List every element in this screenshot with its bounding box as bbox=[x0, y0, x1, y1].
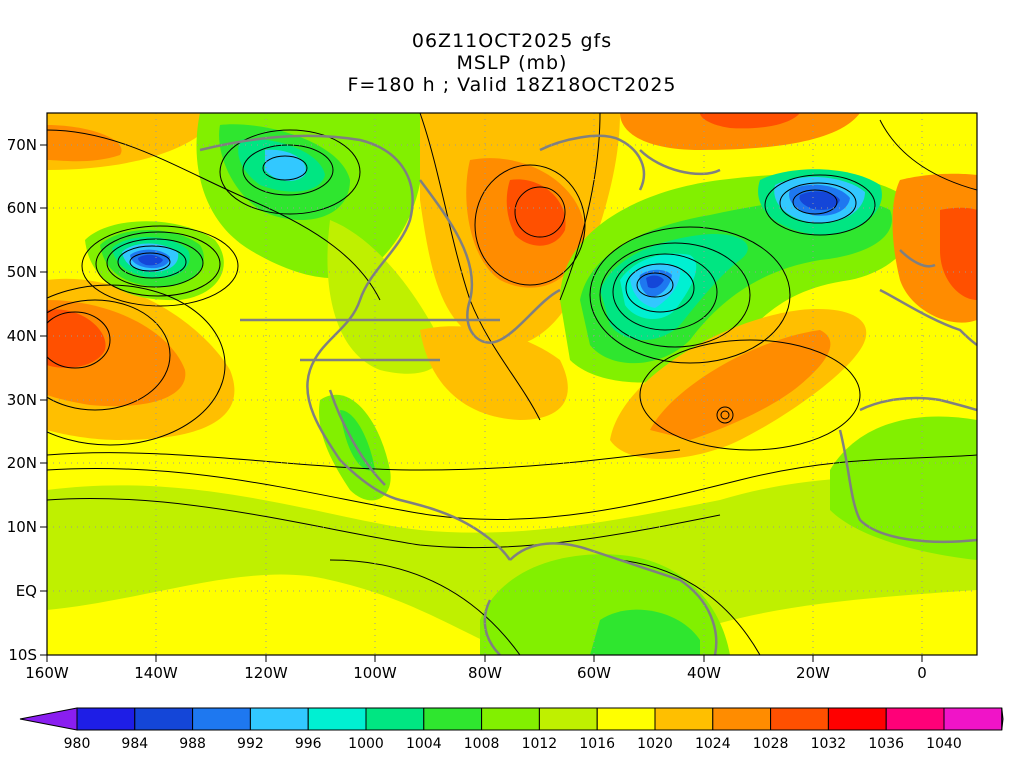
lon-label: 140W bbox=[134, 664, 178, 682]
colorbar-label: 1012 bbox=[522, 736, 558, 752]
colorbar-swatch bbox=[307, 707, 367, 731]
colorbar-label: 1016 bbox=[579, 736, 615, 752]
lat-label: 30N bbox=[7, 391, 37, 409]
colorbar-swatch bbox=[712, 707, 772, 731]
lat-label: 70N bbox=[7, 136, 37, 154]
colorbar-label: 1032 bbox=[811, 736, 847, 752]
lat-label: 40N bbox=[7, 327, 37, 345]
colorbar-label: 1036 bbox=[868, 736, 904, 752]
lat-label: 60N bbox=[7, 199, 37, 217]
tick-marks bbox=[40, 144, 923, 662]
lon-label: 160W bbox=[25, 664, 69, 682]
colorbar-swatch bbox=[423, 707, 483, 731]
colorbar-label: 1020 bbox=[637, 736, 673, 752]
colorbar-swatch bbox=[192, 707, 251, 731]
longitude-labels: 160W 140W 120W 100W 80W 60W 40W 20W 0 bbox=[25, 664, 927, 682]
colorbar-swatch bbox=[538, 707, 598, 731]
colorbar-swatch bbox=[885, 707, 945, 731]
colorbar-swatch bbox=[365, 707, 425, 731]
colorbar-swatch bbox=[481, 707, 540, 731]
colorbar-swatch bbox=[827, 707, 887, 731]
colorbar-label: 1028 bbox=[753, 736, 789, 752]
colorbar-swatch bbox=[76, 707, 136, 731]
title-field: MSLP (mb) bbox=[456, 52, 568, 74]
colorbar-label: 996 bbox=[295, 736, 322, 752]
lat-label: EQ bbox=[16, 582, 37, 600]
colorbar-swatch bbox=[770, 707, 829, 731]
lat-label: 10N bbox=[7, 518, 37, 536]
title-run-time: 06Z11OCT2025 gfs bbox=[411, 30, 613, 52]
map-frame bbox=[46, 112, 978, 656]
colorbar-swatch bbox=[134, 707, 194, 731]
colorbar-label: 1024 bbox=[695, 736, 731, 752]
coastlines bbox=[199, 134, 977, 655]
colorbar-arrow-low bbox=[19, 707, 78, 731]
colorbar-swatch bbox=[249, 707, 309, 731]
title-block: 06Z11OCT2025 gfs MSLP (mb) F=180 h ; Val… bbox=[0, 30, 1024, 96]
lon-label: 20W bbox=[796, 664, 830, 682]
lon-label: 100W bbox=[353, 664, 397, 682]
lat-label: 50N bbox=[7, 263, 37, 281]
lon-label: 60W bbox=[577, 664, 611, 682]
gridlines bbox=[47, 113, 977, 655]
colorbar-label: 992 bbox=[237, 736, 264, 752]
colorbar-labels: 980 984 988 992 996 1000 1004 1008 1012 1016 1020 1… bbox=[64, 736, 962, 752]
colorbar-swatch bbox=[943, 707, 1003, 731]
lon-label: 120W bbox=[244, 664, 288, 682]
pressure-field bbox=[47, 113, 977, 655]
lon-label: 0 bbox=[917, 664, 927, 682]
lat-label: 20N bbox=[7, 454, 37, 472]
colorbar-swatch bbox=[596, 707, 656, 731]
colorbar-label: 980 bbox=[64, 736, 91, 752]
colorbar-swatches bbox=[19, 707, 1004, 731]
colorbar-arrow-high bbox=[1001, 707, 1004, 731]
latitude-labels: 70N 60N 50N 40N 30N 20N 10N EQ 10S bbox=[7, 136, 37, 664]
colorbar-label: 984 bbox=[121, 736, 148, 752]
lat-label: 10S bbox=[8, 646, 37, 664]
colorbar-label: 1000 bbox=[348, 736, 384, 752]
colorbar-label: 988 bbox=[179, 736, 206, 752]
colorbar-label: 1040 bbox=[926, 736, 962, 752]
lon-label: 80W bbox=[468, 664, 502, 682]
colorbar-label: 1004 bbox=[406, 736, 442, 752]
title-valid-time: F=180 h ; Valid 18Z18OCT2025 bbox=[347, 74, 677, 96]
colorbar-label: 1008 bbox=[464, 736, 500, 752]
lon-label: 40W bbox=[687, 664, 721, 682]
colorbar-swatch bbox=[654, 707, 714, 731]
